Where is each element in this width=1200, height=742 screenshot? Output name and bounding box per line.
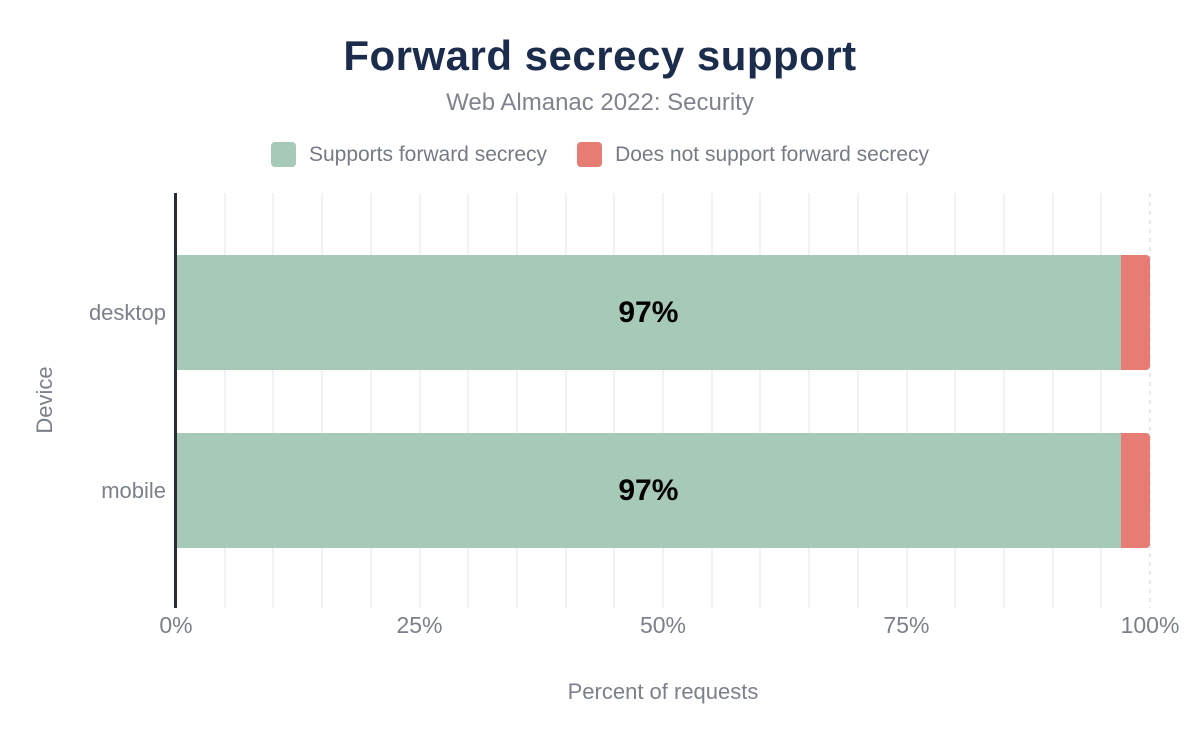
y-axis-title: Device	[32, 366, 57, 434]
bar-row: 97%	[176, 433, 1150, 548]
gridline	[613, 193, 616, 608]
gridline	[272, 193, 275, 608]
gridline	[954, 193, 957, 608]
legend-swatch	[270, 142, 296, 167]
gridline	[710, 193, 713, 608]
x-tick-label: 25%	[396, 612, 443, 638]
gridline	[223, 193, 226, 608]
bar-segment-not-supports	[1120, 255, 1150, 370]
legend-label: Supports forward secrecy	[308, 142, 548, 166]
bar-segment-not-supports	[1120, 433, 1150, 548]
category-label: mobile	[101, 477, 166, 503]
legend: Supports forward secrecy Does not support…	[0, 142, 1200, 167]
gridline	[515, 193, 518, 608]
gridline	[662, 193, 664, 608]
gridline	[808, 193, 811, 608]
gridline	[467, 193, 470, 608]
gridline	[759, 193, 762, 608]
plot-area: 97% desktop 97% mobile	[89, 193, 1151, 608]
gridline	[905, 193, 908, 608]
x-tick-label: 50%	[639, 612, 687, 638]
legend-item: Supports forward secrecy	[270, 142, 548, 167]
chart-subtitle: Web Almanac 2022: Security	[446, 89, 754, 116]
legend-swatch	[577, 142, 603, 167]
gridline	[1002, 193, 1005, 608]
gridline	[418, 193, 421, 608]
gridline	[1149, 193, 1151, 608]
bar-row: 97%	[176, 255, 1150, 370]
chart-title: Forward secrecy support	[343, 32, 857, 79]
gridline	[1100, 193, 1103, 608]
gridline	[1051, 193, 1054, 608]
category-label: desktop	[88, 299, 166, 325]
legend-label: Does not support forward secrecy	[615, 142, 930, 166]
bar-value-label: 97%	[618, 473, 679, 507]
gridline	[369, 193, 372, 608]
gridline	[856, 193, 859, 608]
bar-segment-supports: 97%	[176, 255, 1121, 370]
gridline	[321, 193, 324, 608]
x-tick-label: 100%	[1120, 612, 1180, 638]
x-tick-label: 75%	[883, 612, 930, 638]
x-axis-ticks: 0% 25% 50% 75% 100%	[159, 612, 1179, 642]
bar-segment-supports: 97%	[176, 433, 1121, 548]
x-tick-label: 0%	[159, 612, 193, 638]
gridline	[564, 193, 567, 608]
bar-value-label: 97%	[618, 295, 679, 329]
legend-item: Does not support forward secrecy	[577, 142, 929, 167]
y-axis-line	[174, 193, 177, 608]
x-axis-title: Percent of requests	[567, 679, 759, 704]
